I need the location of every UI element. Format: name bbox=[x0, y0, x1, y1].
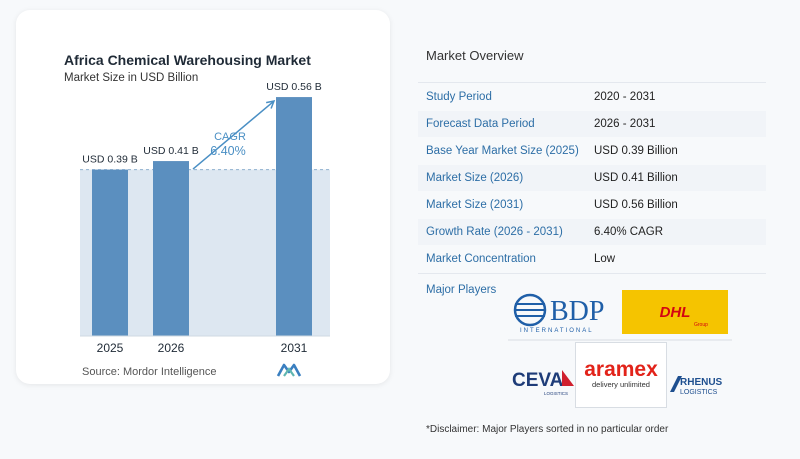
ceva-logo: CEVA LOGISTICS bbox=[512, 370, 574, 396]
cagr-arrow-head bbox=[266, 100, 276, 109]
row-value: USD 0.39 Billion bbox=[594, 145, 678, 157]
logo-grid-line bbox=[508, 339, 732, 341]
bdp-name: BDP bbox=[550, 296, 604, 327]
row-value: 6.40% CAGR bbox=[594, 226, 664, 238]
data-label-2026: USD 0.41 B bbox=[143, 145, 198, 157]
cagr-label: CAGR bbox=[214, 131, 246, 143]
row-label: Forecast Data Period bbox=[426, 118, 535, 130]
rhenus-sub: LOGISTICS bbox=[680, 389, 718, 396]
bar-2026 bbox=[153, 161, 189, 336]
category-label-2031: 2031 bbox=[281, 341, 308, 355]
overview-row-size-2031: Market Size (2031) USD 0.56 Billion bbox=[418, 192, 766, 218]
overview-row-base-year: Base Year Market Size (2025) USD 0.39 Bi… bbox=[418, 138, 766, 164]
divider bbox=[418, 82, 766, 83]
row-value: USD 0.41 Billion bbox=[594, 172, 678, 184]
bdp-sub: INTERNATIONAL bbox=[520, 328, 594, 334]
overview-row-concentration: Market Concentration Low bbox=[418, 246, 766, 272]
data-label-2031: USD 0.56 B bbox=[266, 81, 321, 93]
aramex-logo: aramex delivery unlimited bbox=[575, 342, 667, 408]
row-label: Base Year Market Size (2025) bbox=[426, 145, 579, 157]
bdp-logo: BDP INTERNATIONAL bbox=[513, 293, 604, 334]
cagr-arrow-line bbox=[192, 100, 275, 170]
chart-title: Africa Chemical Warehousing Market bbox=[64, 52, 311, 68]
row-label: Growth Rate (2026 - 2031) bbox=[426, 226, 563, 238]
overview-title: Market Overview bbox=[426, 48, 524, 63]
divider bbox=[418, 273, 766, 274]
dhl-name: DHL bbox=[660, 304, 691, 321]
row-value: 2026 - 2031 bbox=[594, 118, 656, 130]
row-label: Market Size (2026) bbox=[426, 172, 524, 184]
row-label: Study Period bbox=[426, 91, 492, 103]
cagr-value: 6.40% bbox=[210, 144, 245, 158]
mordor-logo-icon bbox=[276, 363, 302, 377]
row-value: Low bbox=[594, 253, 616, 265]
bar-2025 bbox=[92, 169, 128, 336]
data-label-2025: USD 0.39 B bbox=[82, 154, 137, 166]
overview-row-forecast-period: Forecast Data Period 2026 - 2031 bbox=[418, 111, 766, 137]
bar-2031 bbox=[276, 97, 312, 336]
overview-row-growth-rate: Growth Rate (2026 - 2031) 6.40% CAGR bbox=[418, 219, 766, 245]
ceva-name: CEVA bbox=[512, 370, 564, 391]
dhl-sub: Group bbox=[694, 322, 708, 328]
rhenus-logo: RHENUS LOGISTICS bbox=[670, 376, 723, 396]
row-value: 2020 - 2031 bbox=[594, 91, 656, 103]
source-text: Source: Mordor Intelligence bbox=[82, 366, 217, 378]
disclaimer-text: *Disclaimer: Major Players sorted in no … bbox=[426, 424, 669, 435]
rhenus-name: RHENUS bbox=[680, 377, 723, 388]
category-label-2026: 2026 bbox=[158, 341, 185, 355]
chart-subtitle: Market Size in USD Billion bbox=[64, 72, 199, 84]
row-value: USD 0.56 Billion bbox=[594, 199, 678, 211]
aramex-sub: delivery unlimited bbox=[592, 380, 650, 389]
row-label: Market Concentration bbox=[426, 253, 536, 265]
aramex-name: aramex bbox=[584, 358, 658, 381]
overview-row-size-2026: Market Size (2026) USD 0.41 Billion bbox=[418, 165, 766, 191]
dhl-logo: DHL Group bbox=[622, 290, 728, 334]
overview-row-study-period: Study Period 2020 - 2031 bbox=[418, 84, 766, 110]
category-label-2025: 2025 bbox=[97, 341, 124, 355]
ceva-sub: LOGISTICS bbox=[544, 391, 568, 396]
row-label: Market Size (2031) bbox=[426, 199, 524, 211]
major-players-label: Major Players bbox=[426, 284, 497, 296]
bar-chart: USD 0.39 B 2025 USD 0.41 B 2026 USD 0.56 B 20… bbox=[80, 81, 330, 355]
